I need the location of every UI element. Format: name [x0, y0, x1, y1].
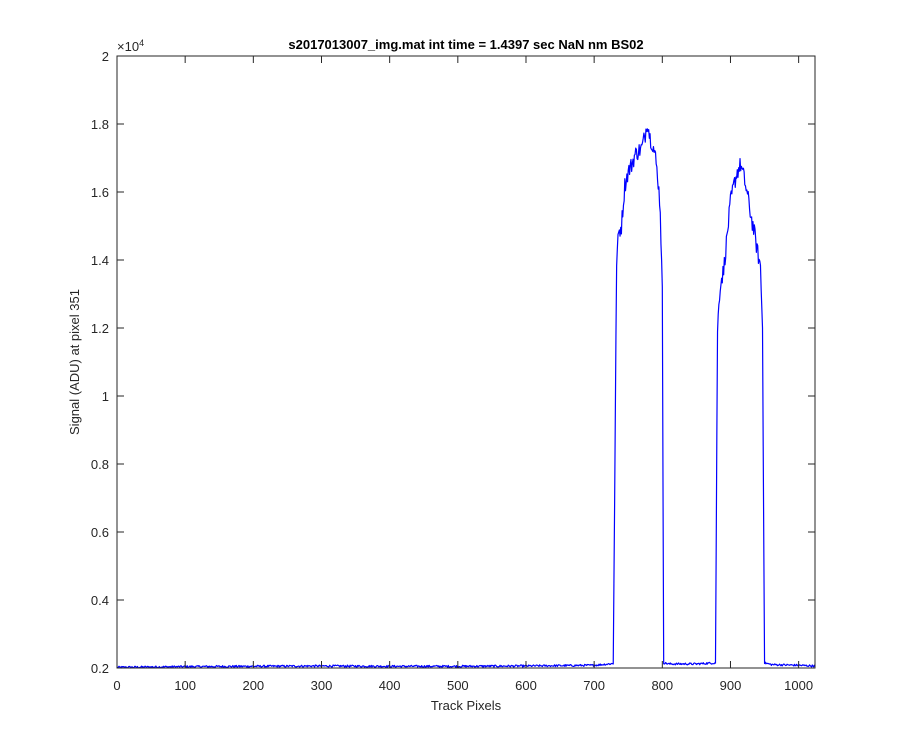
x-tick-label: 1000 [784, 678, 813, 693]
y-tick-label: 0.2 [91, 661, 109, 676]
x-tick-label: 800 [651, 678, 673, 693]
x-tick-label: 900 [720, 678, 742, 693]
x-tick-label: 200 [242, 678, 264, 693]
series-layer [116, 128, 816, 669]
x-tick-label: 600 [515, 678, 537, 693]
y-tick-label: 1.6 [91, 185, 109, 200]
series-line [116, 128, 816, 669]
y-tick-label: 0.6 [91, 525, 109, 540]
y-exponent-label: ×104 [117, 38, 144, 54]
x-tick-label: 300 [311, 678, 333, 693]
y-tick-label: 1.2 [91, 321, 109, 336]
y-axis-label: Signal (ADU) at pixel 351 [67, 289, 82, 435]
y-tick-label: 0.4 [91, 593, 109, 608]
y-tick-label: 1 [102, 389, 109, 404]
axes-box [116, 55, 816, 669]
x-tick-label: 100 [174, 678, 196, 693]
y-tick-label: 2 [102, 49, 109, 64]
y-tick-label: 1.8 [91, 117, 109, 132]
y-exponent-power: 4 [139, 38, 144, 48]
x-axis-label: Track Pixels [431, 698, 502, 713]
x-axis: 0 100 200 300 400 500 600 700 800 900 1000 [113, 56, 813, 693]
y-tick-label: 0.8 [91, 457, 109, 472]
y-axis: 0.2 0.4 0.6 0.8 1 1.2 1.4 1.6 1.8 2 [91, 49, 815, 676]
plot-area [117, 56, 815, 668]
x-tick-label: 0 [113, 678, 120, 693]
x-tick-label: 500 [447, 678, 469, 693]
x-tick-label: 700 [583, 678, 605, 693]
x-tick-label: 400 [379, 678, 401, 693]
chart-title: s2017013007_img.mat int time = 1.4397 se… [288, 37, 643, 52]
y-tick-label: 1.4 [91, 253, 109, 268]
